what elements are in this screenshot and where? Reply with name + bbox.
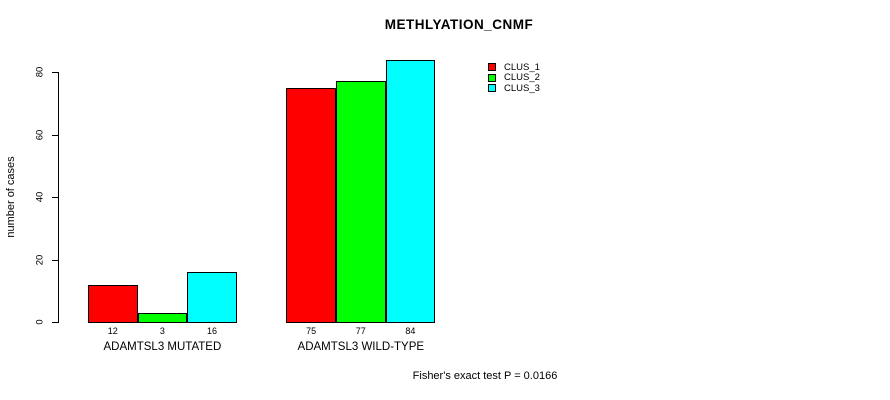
- footer-annotation: Fisher's exact test P = 0.0166: [412, 370, 558, 382]
- y-tick-mark: [52, 197, 58, 198]
- category-label: ADAMTSL3 WILD-TYPE: [297, 341, 425, 353]
- bar-value-label: 12: [107, 326, 118, 336]
- legend-item-clus_2: CLUS_2: [488, 72, 540, 84]
- legend-item-clus_3: CLUS_3: [488, 83, 540, 94]
- bar-clus_3-1: [187, 272, 237, 323]
- y-tick-label: 0: [34, 319, 46, 325]
- y-tick-label: 60: [34, 129, 46, 140]
- legend-swatch-clus_3: [488, 84, 496, 93]
- y-tick-label: 40: [34, 191, 46, 203]
- legend: CLUS_1 CLUS_2 CLUS_3: [488, 62, 540, 94]
- chart-title: METHLYATION_CNMF: [384, 17, 534, 32]
- bar-value-label: 16: [206, 326, 218, 336]
- bar-value-label: 3: [159, 326, 165, 336]
- category-label: ADAMTSL3 MUTATED: [103, 341, 222, 353]
- bar-value-label: 75: [306, 326, 317, 336]
- legend-label: CLUS_2: [504, 72, 540, 84]
- bar-value-label: 84: [405, 326, 416, 336]
- bar-clus_3-2: [385, 59, 436, 323]
- bar-clus_2-1: [137, 312, 188, 323]
- legend-item-clus_1: CLUS_1: [488, 62, 540, 73]
- bar-value-label: 77: [355, 326, 366, 336]
- y-tick-mark: [52, 322, 58, 323]
- bar-clus_1-1: [88, 284, 138, 323]
- y-tick-label: 20: [34, 254, 46, 265]
- y-tick-mark: [52, 72, 58, 73]
- bar-clus_1-2: [286, 87, 336, 323]
- y-tick-mark: [52, 134, 58, 136]
- y-axis-line: [58, 72, 59, 323]
- bar-clus_2-2: [336, 81, 386, 323]
- legend-swatch-clus_2: [488, 73, 496, 82]
- legend-label: CLUS_3: [504, 82, 540, 94]
- y-tick-label: 80: [34, 66, 46, 78]
- legend-swatch-clus_1: [488, 63, 496, 72]
- legend-label: CLUS_1: [504, 61, 540, 73]
- y-axis-label: number of cases: [5, 156, 17, 238]
- y-tick-mark: [52, 259, 58, 261]
